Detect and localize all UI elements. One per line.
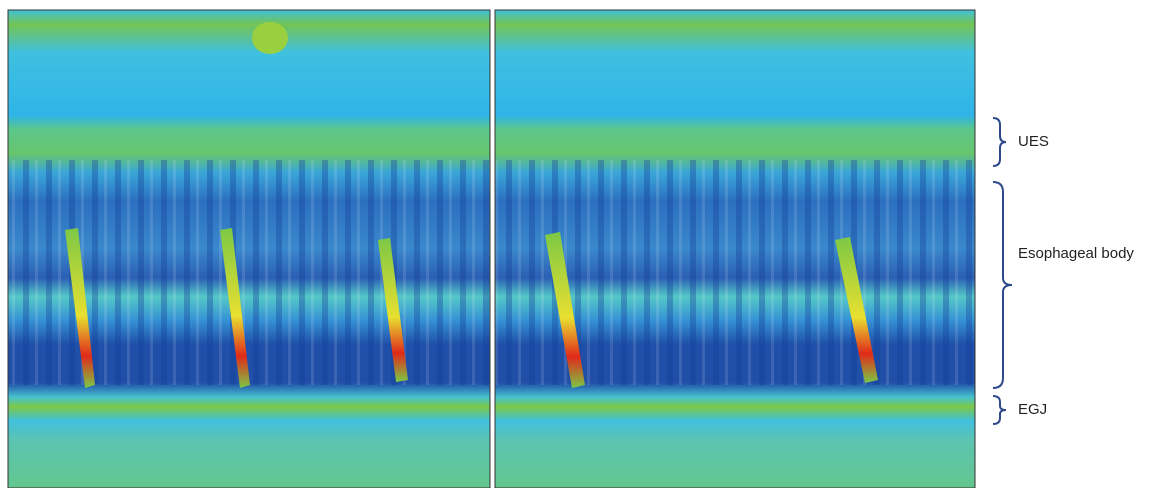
bracket [993, 118, 1006, 166]
label-body: Esophageal body [1018, 245, 1134, 262]
annotations: UES Esophageal body EGJ [993, 118, 1134, 424]
panel-right [495, 10, 975, 488]
bracket [993, 182, 1012, 388]
page: UES Esophageal body EGJ (() => { const d… [0, 0, 1173, 488]
bracket [993, 396, 1006, 424]
blob [252, 22, 288, 54]
label-egj: EGJ [1018, 401, 1047, 418]
figure: UES Esophageal body EGJ [0, 0, 1173, 488]
panel-left [8, 10, 490, 488]
label-ues: UES [1018, 133, 1049, 150]
